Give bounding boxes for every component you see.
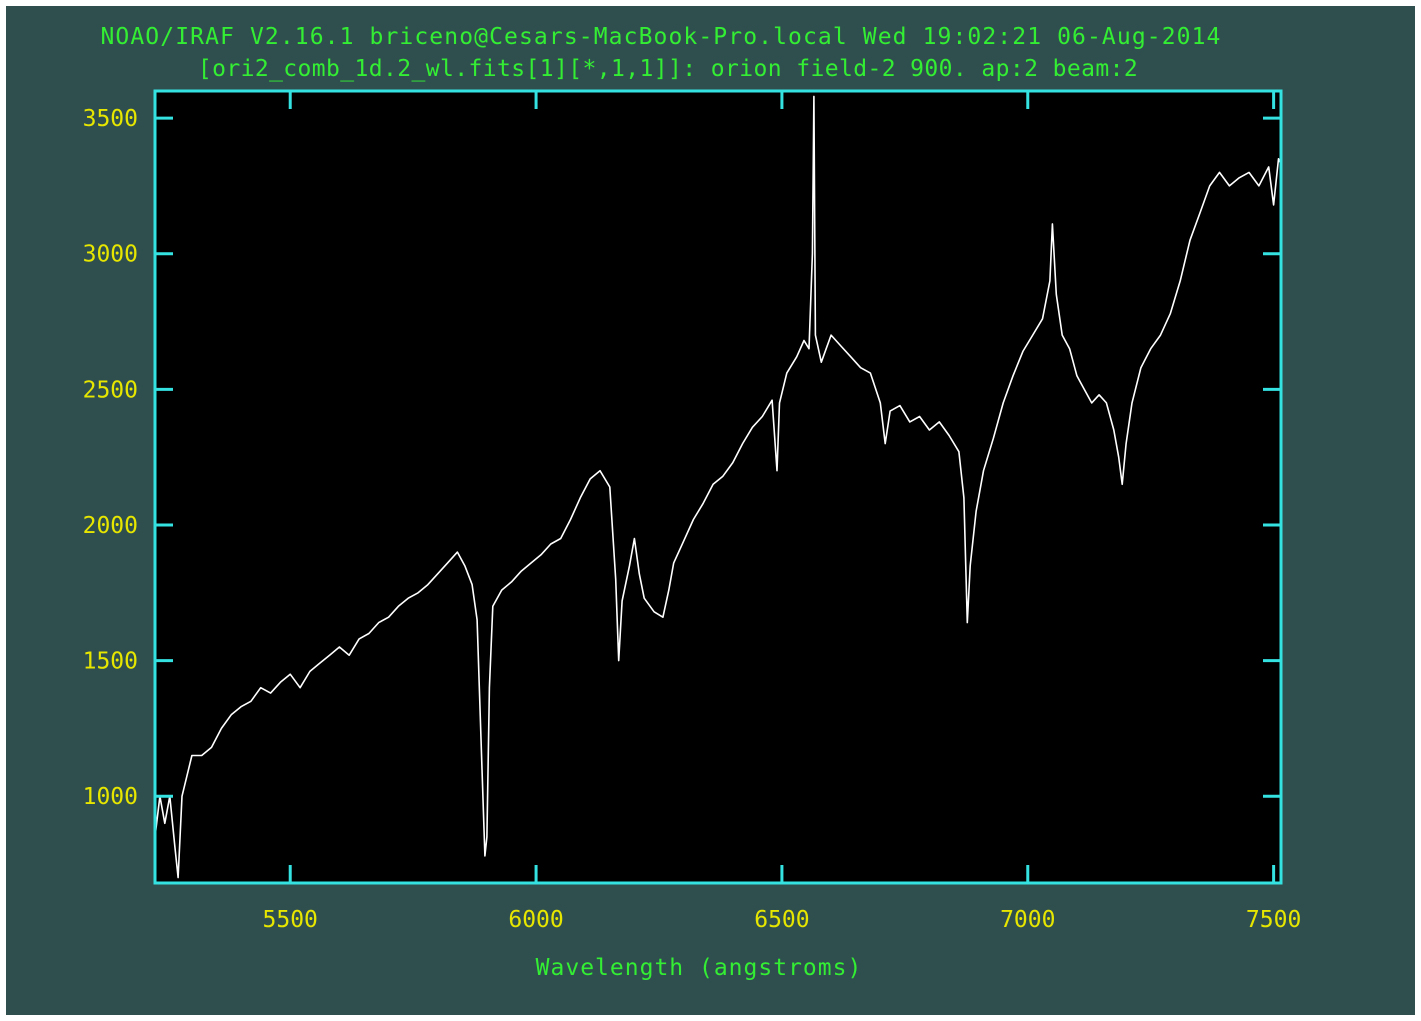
y-tick-label: 2000	[83, 513, 138, 539]
plot-frame	[153, 89, 1283, 885]
y-tick-label: 3500	[83, 106, 138, 132]
y-tick-labels: 1000 1500 2000 2500 3000 3500	[83, 106, 138, 810]
x-tick-label: 7000	[1000, 907, 1055, 933]
spectrum-series-line	[154, 95, 1282, 879]
iraf-plot-window: NOAO/IRAF V2.16.1 briceno@Cesars-MacBook…	[6, 6, 1415, 1015]
spectrum-plot: NOAO/IRAF V2.16.1 briceno@Cesars-MacBook…	[83, 24, 1302, 981]
x-tick-labels: 5500 6000 6500 7000 7500	[263, 907, 1302, 933]
x-tick-label: 6000	[508, 907, 563, 933]
y-tick-label: 3000	[83, 242, 138, 268]
x-tick-label: 6500	[754, 907, 809, 933]
header-line-1: NOAO/IRAF V2.16.1 briceno@Cesars-MacBook…	[100, 24, 1221, 50]
x-tick-label: 5500	[263, 907, 318, 933]
x-tick-label: 7500	[1246, 907, 1301, 933]
y-tick-label: 2500	[83, 377, 138, 403]
y-tick-label: 1000	[83, 784, 138, 810]
header-line-2: [ori2_comb_1d.2_wl.fits[1][*,1,1]]: orio…	[198, 56, 1138, 82]
axis-ticks	[155, 91, 1281, 883]
x-axis-label: Wavelength (angstroms)	[536, 955, 863, 981]
y-tick-label: 1500	[83, 649, 138, 675]
plot-area	[155, 91, 1281, 883]
